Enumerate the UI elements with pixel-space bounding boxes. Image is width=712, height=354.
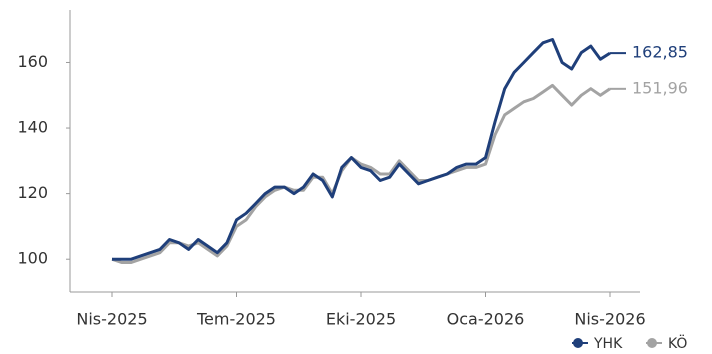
end-label: 151,96 xyxy=(632,78,688,97)
legend: YHK KÖ xyxy=(572,334,687,352)
x-tick-label: Tem-2025 xyxy=(196,310,276,329)
x-tick-label: Nis-2025 xyxy=(76,310,147,329)
legend-swatch-dot xyxy=(647,338,657,348)
series-line xyxy=(111,83,611,264)
x-tick-label: Oca-2026 xyxy=(447,310,525,329)
end-label: 162,85 xyxy=(632,43,688,62)
x-tick-label: Nis-2026 xyxy=(574,310,645,329)
y-tick-label: 120 xyxy=(17,183,48,202)
legend-swatch-dot xyxy=(573,338,583,348)
x-tick-label: Eki-2025 xyxy=(326,310,396,329)
series-line xyxy=(112,38,611,261)
legend-label: YHK xyxy=(593,336,623,352)
y-tick-label: 140 xyxy=(17,118,48,137)
y-tick-label: 160 xyxy=(17,52,48,71)
legend-label: KÖ xyxy=(668,334,687,352)
y-tick-label: 100 xyxy=(17,249,48,268)
